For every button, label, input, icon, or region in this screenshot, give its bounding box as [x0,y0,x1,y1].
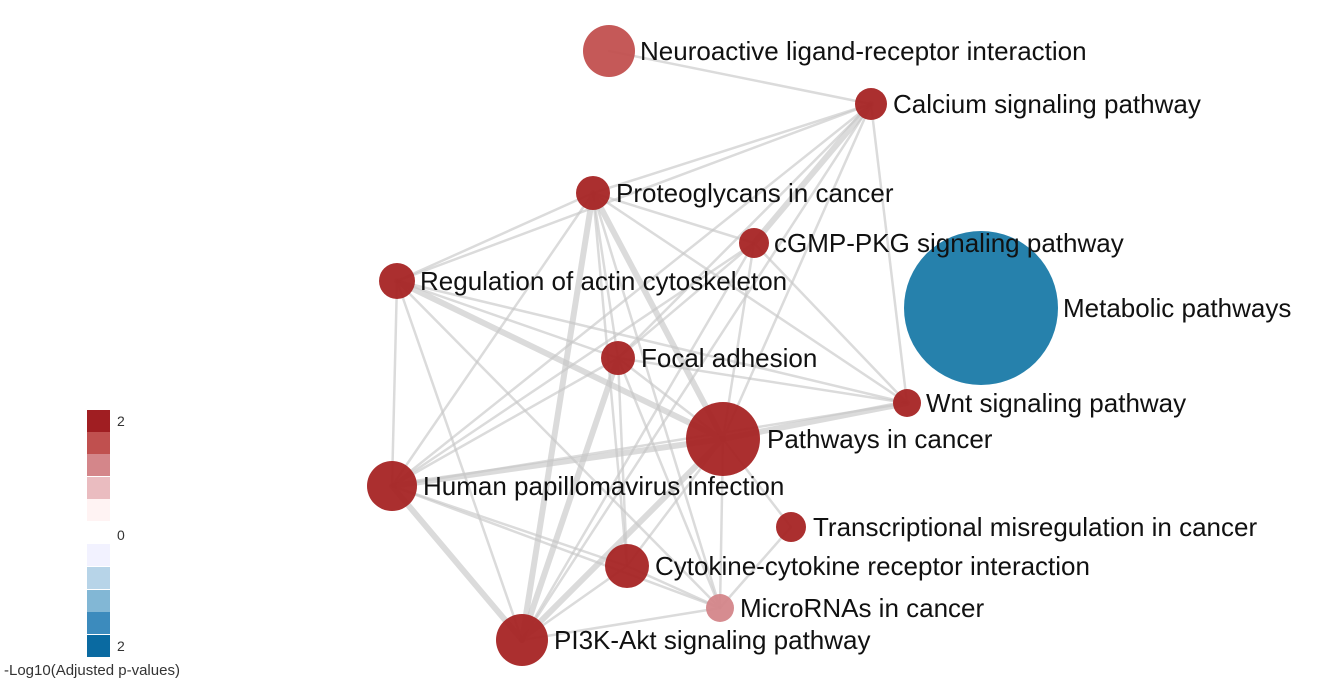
node-label-cancer: Pathways in cancer [767,424,993,454]
legend-swatch-4 [87,477,110,499]
node-label-transcript: Transcriptional misregulation in cancer [813,512,1257,542]
legend-tick-top: 2 [117,413,125,429]
edge-actin-focal [395,279,620,360]
edge-calcium-actin [395,102,873,283]
edge-proteo-cgmp [591,191,756,245]
node-focal[interactable] [601,341,635,375]
node-label-calcium: Calcium signaling pathway [893,89,1201,119]
edge-cgmp-focal [616,241,756,360]
node-hpv[interactable] [367,461,417,511]
node-label-neuro: Neuroactive ligand-receptor interaction [640,36,1087,66]
node-cancer[interactable] [686,402,760,476]
node-micro[interactable] [706,594,734,622]
legend-swatch-5 [87,499,110,521]
edge-actin-micro [395,279,722,610]
edge-calcium-cgmp [751,101,874,246]
edge-focal-micro [616,356,722,610]
edge-calcium-hpv [390,102,873,488]
legend-tick-bottom: 2 [117,638,125,654]
legend-swatch-10 [87,635,110,657]
edge-proteo-pi3k [519,190,596,643]
edge-calcium-proteo [591,102,873,195]
node-label-focal: Focal adhesion [641,343,817,373]
legend-swatch-8 [87,590,110,612]
node-transcript[interactable] [776,512,806,542]
edges-layer [389,49,910,643]
edge-proteo-wnt [591,191,909,405]
legend-swatch-7 [87,567,110,589]
edge-proteo-micro [591,191,722,610]
node-cgmp[interactable] [739,228,769,258]
edge-actin-pi3k [395,279,524,642]
edge-proteo-hpv [390,191,595,488]
node-actin[interactable] [379,263,415,299]
node-label-actin: Regulation of actin cytoskeleton [420,266,787,296]
legend-swatch-1 [87,410,110,432]
edge-calcium-wnt [869,102,909,405]
edge-micro-pi3k [520,606,722,642]
edge-cancer-pi3k [519,436,726,643]
node-cytokine[interactable] [605,544,649,588]
edge-proteo-cancer [590,190,726,442]
node-label-hpv: Human papillomavirus infection [423,471,784,501]
node-neuro[interactable] [583,25,635,77]
node-proteo[interactable] [576,176,610,210]
node-calcium[interactable] [855,88,887,120]
node-pi3k[interactable] [496,614,548,666]
edge-transcript-micro [718,525,793,610]
legend-tick-mid: 0 [117,527,125,543]
edge-actin-cancer [394,278,726,442]
edge-proteo-focal [591,191,620,360]
edge-proteo-actin [395,191,595,283]
node-label-cytokine: Cytokine-cytokine receptor interaction [655,551,1090,581]
node-label-cgmp: cGMP-PKG signaling pathway [774,228,1124,258]
edge-focal-cytokine [616,356,629,568]
edge-focal-hpv [390,356,620,488]
edge-hpv-micro [390,484,722,610]
node-metabolic[interactable] [904,231,1058,385]
edge-actin-wnt [395,279,909,405]
edge-cgmp-wnt [752,241,909,405]
legend-swatch-6 [87,544,110,566]
edge-focal-pi3k [519,355,621,643]
legend-swatch-3 [87,454,110,476]
edge-focal-wnt [616,356,909,405]
legend-title: -Log10(Adjusted p-values) [4,662,180,679]
edge-neuro-calcium [607,49,873,106]
node-label-metabolic: Metabolic pathways [1063,293,1291,323]
node-wnt[interactable] [893,389,921,417]
node-label-proteo: Proteoglycans in cancer [616,178,894,208]
node-label-pi3k: PI3K-Akt signaling pathway [554,625,871,655]
legend-swatch-9 [87,612,110,634]
edge-cancer-hpv [389,436,726,489]
edge-cgmp-pi3k [520,241,756,642]
node-label-wnt: Wnt signaling pathway [926,388,1186,418]
node-label-micro: MicroRNAs in cancer [740,593,985,623]
edge-calcium-cancer [721,102,873,441]
color-legend: 2 0 2 -Log10(Adjusted p-values) [0,0,200,693]
nodes-layer: Neuroactive ligand-receptor interaction C… [367,25,1291,666]
edge-actin-hpv [390,279,399,488]
edge-hpv-pi3k [389,483,525,643]
legend-swatch-2 [87,432,110,454]
